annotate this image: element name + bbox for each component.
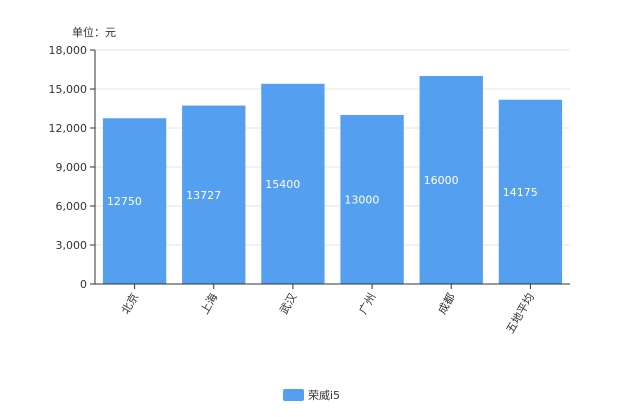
bar[interactable] [182,105,246,284]
legend[interactable]: 荣威i5 [283,389,340,402]
bar[interactable] [419,76,483,284]
x-tick-label: 广州 [356,291,378,317]
legend-label[interactable]: 荣威i5 [308,389,340,402]
bar-value-label: 16000 [424,174,459,187]
y-axis-ticks: 0 3,000 6,000 9,000 12,000 15,000 18,000 [49,44,95,291]
bar-value-label: 13000 [344,194,379,207]
bar[interactable] [261,83,325,284]
y-tick-label: 9,000 [56,161,88,174]
y-tick-label: 0 [80,278,87,291]
y-tick-label: 15,000 [49,83,88,96]
x-tick-label: 武汉 [277,291,299,317]
bar-value-label: 15400 [265,178,300,191]
y-tick-label: 3,000 [56,239,88,252]
legend-swatch[interactable] [283,389,304,401]
bar[interactable] [340,115,404,284]
x-axis-ticks: 北京 上海 武汉 广州 成都 五地平均 [118,284,537,336]
grid-lines [95,49,570,246]
axes [94,50,570,285]
bar[interactable] [498,99,563,284]
bar[interactable] [102,118,167,284]
y-axis-unit-label: 单位：元 [72,25,116,39]
x-tick-label: 成都 [436,291,458,317]
bars: 12750 13727 15400 13000 16000 14175 [102,76,563,284]
x-tick-label: 北京 [118,291,141,317]
bar-value-label: 14175 [503,186,538,199]
bar-value-label: 12750 [107,195,142,208]
y-tick-label: 12,000 [49,122,88,135]
x-tick-label: 五地平均 [504,291,537,336]
y-tick-label: 6,000 [56,200,88,213]
x-tick-label: 上海 [197,291,220,317]
bar-value-label: 13727 [186,189,221,202]
y-tick-label: 18,000 [49,44,88,57]
